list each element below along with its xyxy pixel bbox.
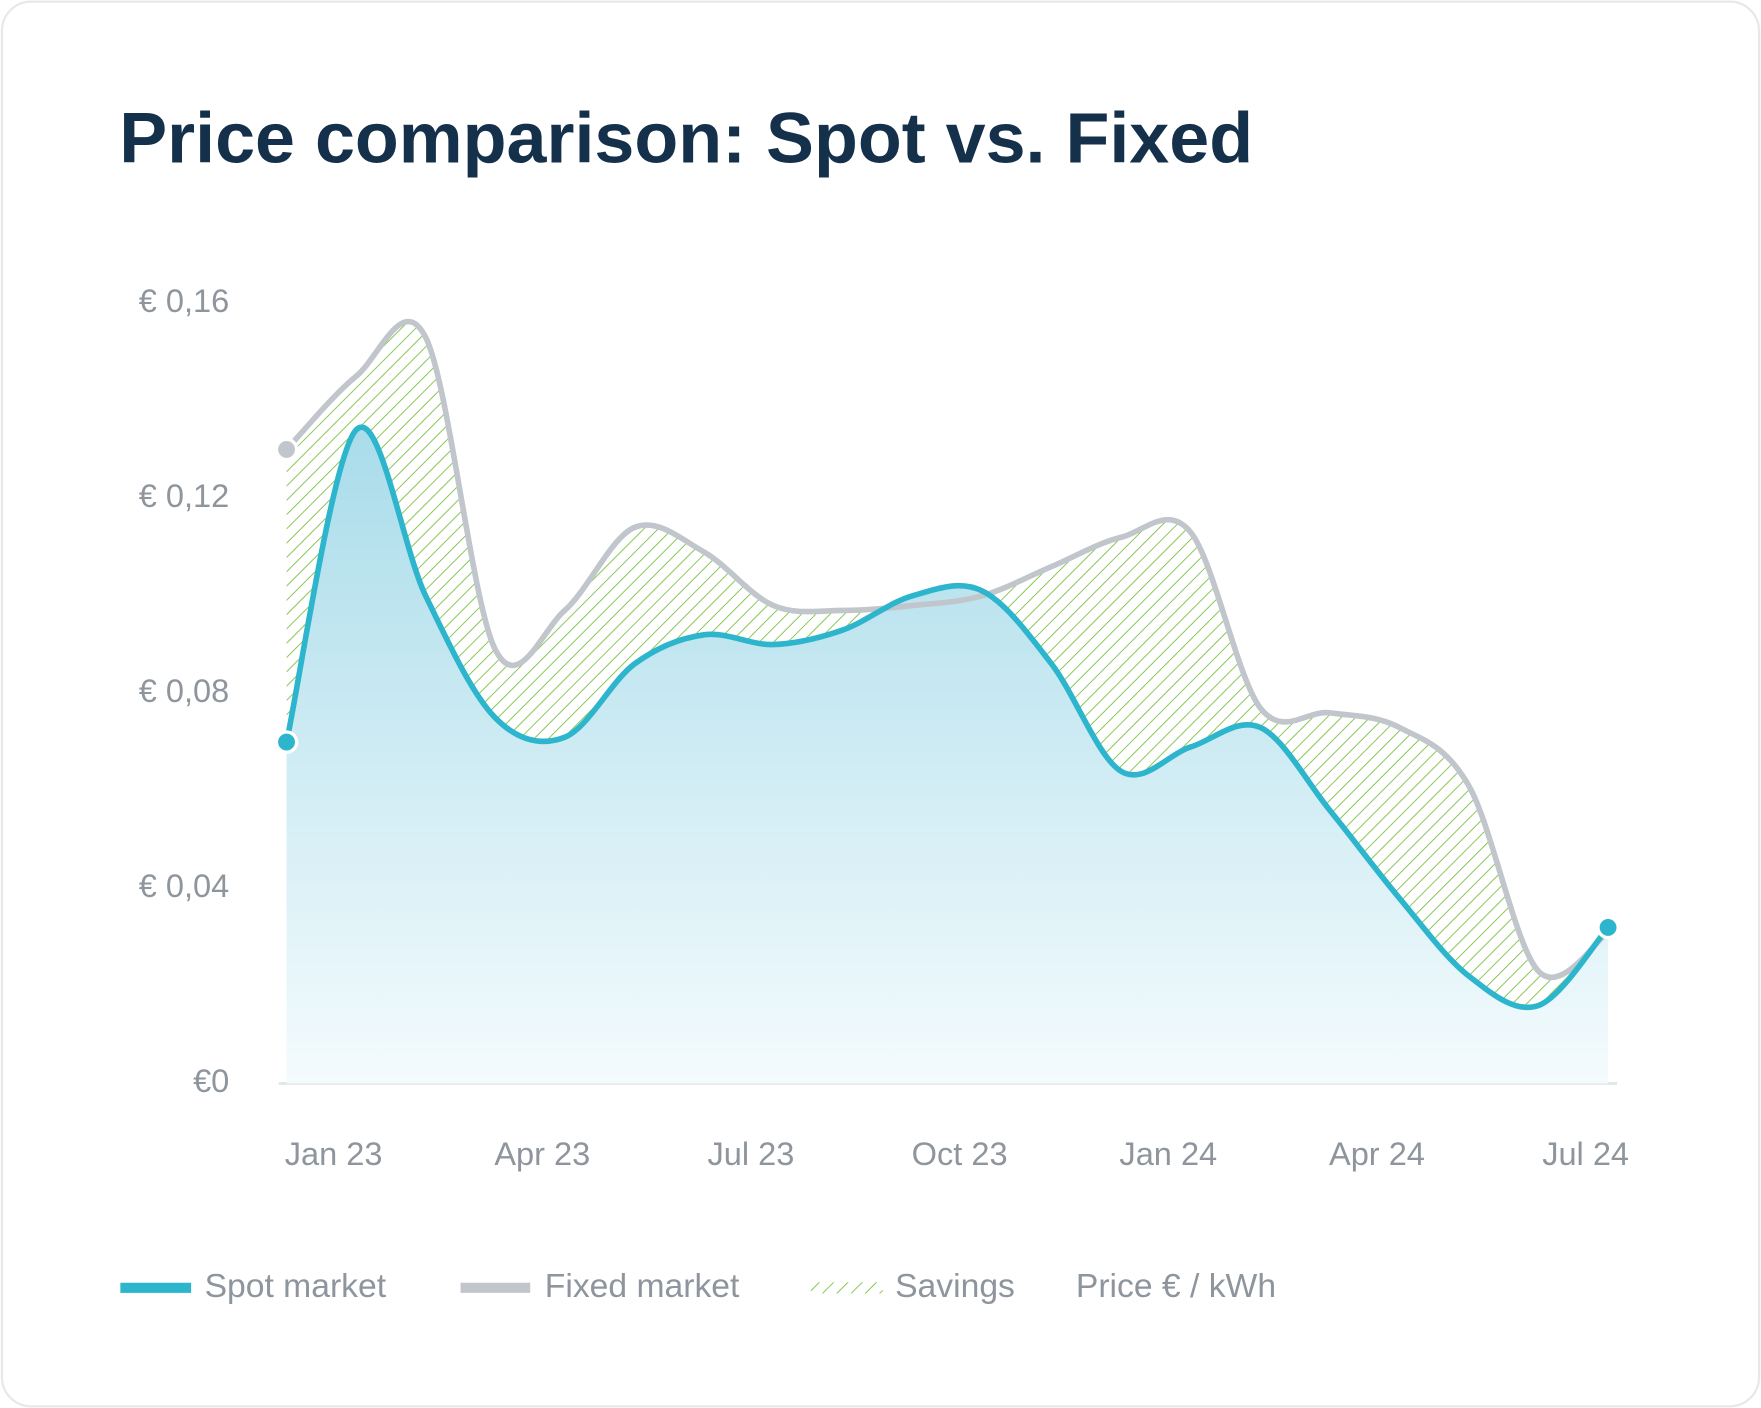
x-tick-label: Apr 23 <box>494 1136 590 1172</box>
legend-label: Savings <box>895 1268 1015 1305</box>
end-point <box>274 730 299 754</box>
legend-swatch <box>810 1282 883 1294</box>
y-tick-label: € 0,12 <box>139 478 229 514</box>
x-tick-label: Jan 23 <box>285 1136 383 1172</box>
chart-title: Price comparison: Spot vs. Fixed <box>119 99 1253 179</box>
legend-label: Spot market <box>205 1268 387 1305</box>
x-tick-label: Jul 24 <box>1542 1136 1629 1172</box>
x-tick-label: Jul 23 <box>708 1136 795 1172</box>
spot-line <box>283 424 1611 1011</box>
spot-area <box>286 427 1609 1084</box>
y-tick-label: € 0,16 <box>139 283 229 319</box>
end-point <box>274 437 299 462</box>
x-tick-label: Oct 23 <box>912 1136 1008 1172</box>
fixed-line <box>284 318 1610 981</box>
x-tick-label: Jan 24 <box>1119 1136 1217 1172</box>
y-tick-label: € 0,04 <box>139 868 229 904</box>
y-tick-label: € 0,08 <box>139 673 229 709</box>
x-tick-label: Apr 24 <box>1329 1136 1425 1172</box>
y-axis-label: Price € / kWh <box>1076 1268 1276 1305</box>
end-point <box>1596 915 1620 940</box>
y-tick-label: €0 <box>193 1063 229 1099</box>
legend-label: Fixed market <box>545 1268 740 1305</box>
